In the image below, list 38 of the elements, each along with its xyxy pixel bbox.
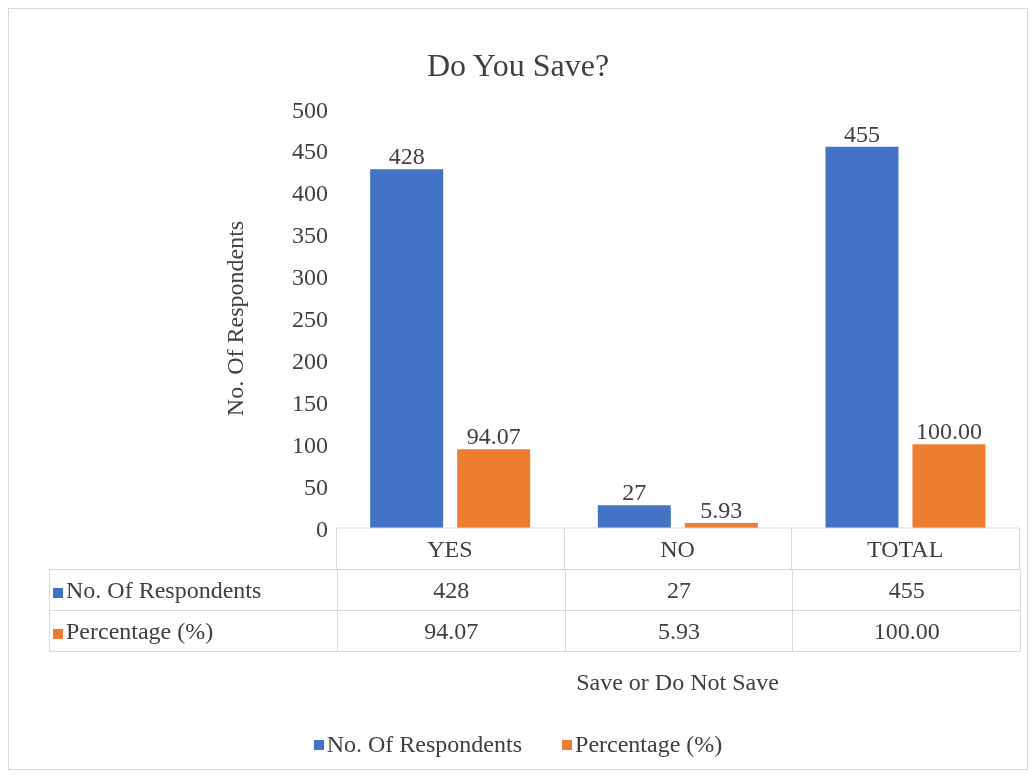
y-tick-label: 250 — [292, 306, 328, 333]
bar — [912, 444, 986, 528]
data-label: 100.00 — [792, 610, 1021, 652]
x-tick-label: TOTAL — [867, 536, 944, 563]
data-label: 428 — [337, 569, 566, 611]
y-axis-title: No. Of Respondents — [221, 220, 248, 417]
y-tick-label: 450 — [292, 138, 328, 165]
y-tick-label: 0 — [316, 515, 328, 542]
bar — [825, 146, 899, 528]
text: Percentage (%) — [66, 617, 214, 644]
text: 27 — [622, 479, 647, 506]
y-tick-label: 500 — [292, 96, 328, 123]
data-label: 455 — [792, 569, 1021, 611]
chart-title: Do You Save? — [425, 47, 611, 84]
y-tick-label: 150 — [292, 389, 328, 416]
x-tick-label: YES — [427, 536, 473, 563]
bar — [370, 169, 444, 528]
y-tick-label: 100 — [292, 431, 328, 458]
text: No. Of Respondents — [326, 731, 523, 757]
y-tick-label: 200 — [292, 347, 328, 374]
x-tick-label: NO — [660, 536, 695, 563]
text: 5.93 — [700, 497, 743, 524]
y-tick-label: 400 — [292, 180, 328, 207]
text: 100.00 — [915, 418, 982, 445]
legend-label: No. Of Respondents — [49, 569, 338, 611]
legend-label: Percentage (%) — [574, 731, 723, 758]
bar — [457, 449, 531, 528]
y-tick-label: 350 — [292, 222, 328, 249]
text: 455 — [843, 120, 880, 147]
y-tick-label: 50 — [304, 473, 328, 500]
y-tick-label: 300 — [292, 264, 328, 291]
bar — [597, 505, 671, 528]
text: 94.07 — [466, 423, 521, 450]
data-label: 94.07 — [337, 610, 566, 652]
data-label: 27 — [565, 569, 793, 611]
x-axis-title: Save or Do Not Save — [575, 669, 780, 696]
text: 428 — [388, 143, 425, 170]
data-label: 5.93 — [565, 610, 793, 652]
